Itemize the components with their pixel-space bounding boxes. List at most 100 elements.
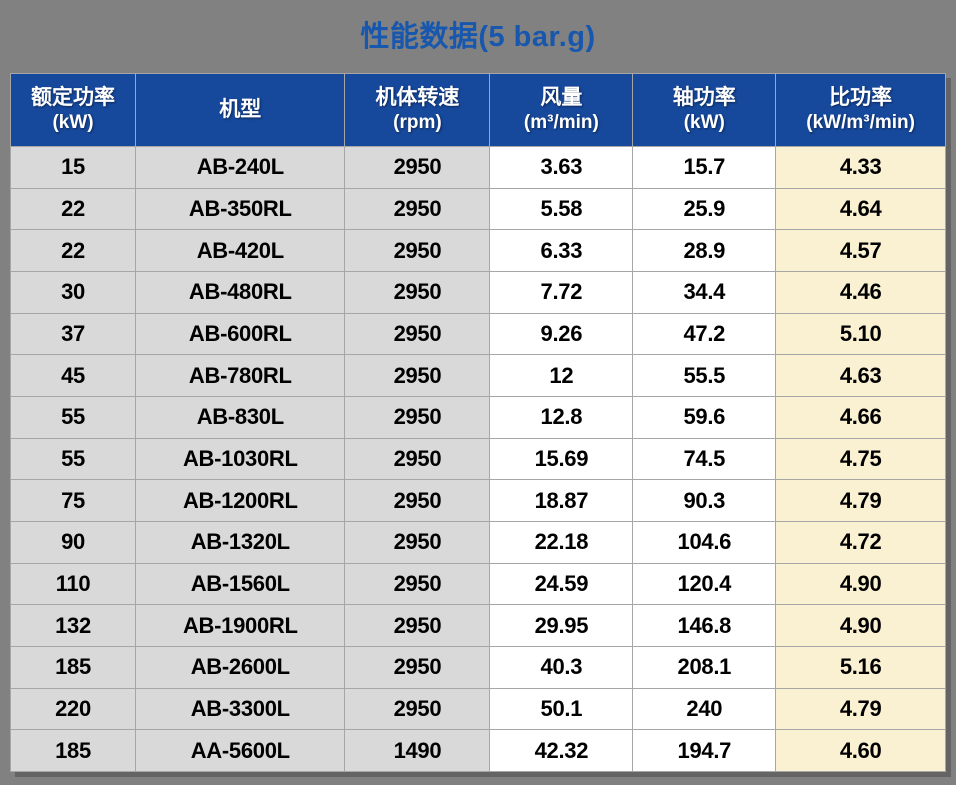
table-cell: 2950 (345, 313, 490, 355)
table-cell: 4.60 (776, 730, 945, 771)
table-cell: 90.3 (633, 480, 776, 521)
table-cell: 4.33 (776, 147, 945, 188)
table-cell: 90 (11, 522, 136, 563)
performance-table: 额定功率 (kW) 机型 机体转速 (rpm) 风量 (m³/min) 轴功率 … (10, 73, 946, 772)
table-cell: AB-1560L (136, 563, 345, 605)
table-cell: 2950 (345, 605, 490, 646)
table-cell: 185 (11, 730, 136, 771)
table-cell: 12.8 (490, 397, 633, 438)
table-cell: 50.1 (490, 688, 633, 730)
table-cell: 2950 (345, 563, 490, 605)
table-cell: 2950 (345, 647, 490, 688)
column-header-unit: (kW) (683, 112, 725, 134)
table-cell: 15.7 (633, 147, 776, 188)
table-cell: 47.2 (633, 313, 776, 355)
table-cell: 5.16 (776, 647, 945, 688)
table-cell: 2950 (345, 355, 490, 396)
table-cell: 6.33 (490, 230, 633, 271)
table-cell: 2950 (345, 688, 490, 730)
table-cell: AB-1030RL (136, 438, 345, 480)
table-cell: 9.26 (490, 313, 633, 355)
table-cell: 3.63 (490, 147, 633, 188)
table-cell: 2950 (345, 147, 490, 188)
table-cell: 4.90 (776, 563, 945, 605)
table-cell: 208.1 (633, 647, 776, 688)
table-cell: 4.46 (776, 272, 945, 313)
table-cell: 2950 (345, 188, 490, 230)
table-cell: 55.5 (633, 355, 776, 396)
table-cell: AB-600RL (136, 313, 345, 355)
table-cell: AB-1900RL (136, 605, 345, 646)
table-cell: AB-1320L (136, 522, 345, 563)
table-cell: 240 (633, 688, 776, 730)
column-header-unit: (rpm) (393, 112, 442, 134)
table-cell: 30 (11, 272, 136, 313)
column-header-label: 比功率 (829, 86, 893, 109)
column-header-label: 机体转速 (375, 86, 460, 109)
table-cell: 2950 (345, 522, 490, 563)
column-header-label: 机型 (219, 97, 262, 121)
table-cell: 55 (11, 397, 136, 438)
table-cell: 2950 (345, 397, 490, 438)
table-cell: 4.79 (776, 688, 945, 730)
table-cell: 2950 (345, 438, 490, 480)
table-cell: 4.66 (776, 397, 945, 438)
table-cell: 25.9 (633, 188, 776, 230)
column-header-unit: (m³/min) (523, 112, 599, 134)
table-cell: 185 (11, 647, 136, 688)
table-cell: 120.4 (633, 563, 776, 605)
column-header-shaft-power: 轴功率 (kW) (633, 74, 776, 146)
table-cell: 5.10 (776, 313, 945, 355)
table-cell: 4.75 (776, 438, 945, 480)
table-cell: 18.87 (490, 480, 633, 521)
column-header-specific-power: 比功率 (kW/m³/min) (776, 74, 945, 146)
table-cell: 194.7 (633, 730, 776, 771)
table-cell: AB-780RL (136, 355, 345, 396)
column-header-unit: (kW/m³/min) (806, 112, 915, 134)
column-header-label: 轴功率 (672, 86, 736, 109)
table-cell: 2950 (345, 480, 490, 521)
column-header-air-flow: 风量 (m³/min) (490, 74, 633, 146)
table-cell: 2950 (345, 272, 490, 313)
table-cell: 110 (11, 563, 136, 605)
column-header-body-speed: 机体转速 (rpm) (345, 74, 490, 146)
table-cell: 7.72 (490, 272, 633, 313)
table-cell: AB-420L (136, 230, 345, 271)
table-cell: 22.18 (490, 522, 633, 563)
column-header-rated-power: 额定功率 (kW) (11, 74, 136, 146)
table-cell: 220 (11, 688, 136, 730)
table-cell: AB-350RL (136, 188, 345, 230)
table-cell: 75 (11, 480, 136, 521)
table-cell: 59.6 (633, 397, 776, 438)
table-cell: 22 (11, 188, 136, 230)
table-cell: 55 (11, 438, 136, 480)
table-cell: 5.58 (490, 188, 633, 230)
table-cell: 146.8 (633, 605, 776, 646)
table-cell: 28.9 (633, 230, 776, 271)
table-cell: 42.32 (490, 730, 633, 771)
column-header-unit: (kW) (52, 112, 94, 134)
table-cell: 40.3 (490, 647, 633, 688)
table-cell: 22 (11, 230, 136, 271)
table-cell: AB-830L (136, 397, 345, 438)
table-cell: 4.72 (776, 522, 945, 563)
table-cell: 29.95 (490, 605, 633, 646)
table-cell: 37 (11, 313, 136, 355)
table-cell: 24.59 (490, 563, 633, 605)
table-cell: 45 (11, 355, 136, 396)
table-cell: 15 (11, 147, 136, 188)
column-header-label: 风量 (540, 86, 583, 109)
table-cell: AA-5600L (136, 730, 345, 771)
table-cell: 15.69 (490, 438, 633, 480)
table-cell: 12 (490, 355, 633, 396)
table-cell: AB-1200RL (136, 480, 345, 521)
page-title: 性能数据(5 bar.g) (360, 21, 596, 53)
table-cell: 4.63 (776, 355, 945, 396)
column-header-model: 机型 (136, 74, 345, 146)
table-cell: 1490 (345, 730, 490, 771)
table-cell: AB-3300L (136, 688, 345, 730)
table-cell: 4.79 (776, 480, 945, 521)
table-cell: AB-2600L (136, 647, 345, 688)
table-cell: 74.5 (633, 438, 776, 480)
